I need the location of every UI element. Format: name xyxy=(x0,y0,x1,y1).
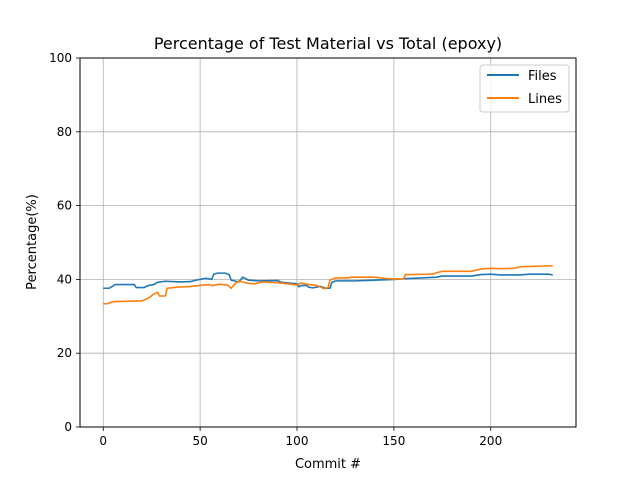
y-tick-label: 40 xyxy=(57,272,72,286)
series-lines xyxy=(103,264,553,305)
x-tick-label: 150 xyxy=(382,434,405,448)
x-tick-label: 200 xyxy=(479,434,502,448)
plot-frame xyxy=(79,57,577,428)
legend-files-label: Files xyxy=(528,69,557,84)
x-tick-label: 50 xyxy=(192,434,207,448)
chart-title: Percentage of Test Material vs Total (ep… xyxy=(154,34,502,53)
x-tick-label: 0 xyxy=(99,434,107,448)
x-tick-label: 100 xyxy=(286,434,309,448)
legend-lines-label: Lines xyxy=(528,92,562,107)
series-line-lines xyxy=(103,264,553,305)
series-line-files xyxy=(103,272,553,290)
legend: Files Lines xyxy=(479,64,570,113)
y-tick-label: 80 xyxy=(57,125,72,139)
y-tick-label: 100 xyxy=(49,51,72,65)
y-tick-label: 0 xyxy=(64,420,72,434)
y-tick-label: 20 xyxy=(57,346,72,360)
legend-box xyxy=(479,64,570,113)
y-tick-label: 60 xyxy=(57,199,72,213)
y-axis-title: Percentage(%) xyxy=(25,194,40,290)
axis-ticks: 0 50 100 150 200 0 20 40 60 80 100 xyxy=(49,51,502,448)
x-axis-title: Commit # xyxy=(295,457,361,472)
